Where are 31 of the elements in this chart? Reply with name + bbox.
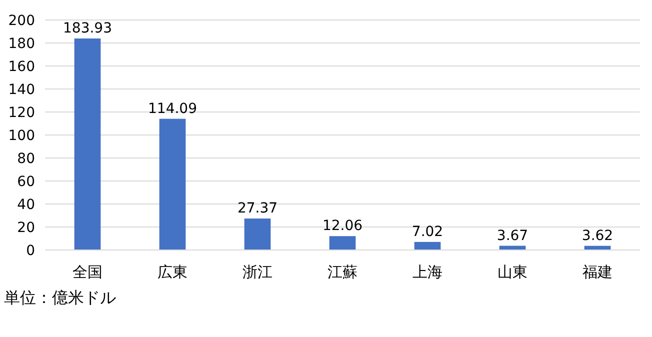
bar (244, 218, 271, 250)
y-tick-label: 140 (8, 82, 35, 98)
y-tick-label: 120 (8, 105, 35, 121)
y-tick-label: 20 (17, 220, 35, 236)
x-tick-label: 江蘇 (328, 263, 358, 281)
bar (414, 242, 441, 250)
y-tick-label: 160 (8, 59, 35, 75)
y-tick-label: 0 (26, 243, 35, 259)
y-tick-label: 180 (8, 36, 35, 52)
data-label: 183.93 (63, 20, 112, 36)
data-label: 7.02 (412, 224, 444, 240)
x-tick-label: 全国 (72, 263, 102, 281)
x-tick-label: 上海 (412, 263, 442, 281)
x-tick-label: 山東 (498, 263, 528, 281)
x-tick-label: 浙江 (242, 263, 272, 281)
data-label: 27.37 (237, 200, 278, 217)
text: 単位：億米ドル (4, 288, 116, 307)
data-label: 114.09 (148, 100, 197, 117)
bar (159, 118, 186, 250)
y-tick-label: 60 (17, 174, 35, 190)
y-tick-label: 40 (17, 197, 35, 213)
data-label: 3.67 (496, 228, 528, 244)
bar (329, 236, 356, 250)
data-label: 12.06 (322, 218, 363, 234)
y-tick-label: 100 (8, 128, 35, 144)
x-tick-label: 福建 (582, 263, 612, 281)
bar (74, 38, 101, 250)
data-label: 3.62 (582, 228, 614, 244)
y-tick-label: 80 (17, 151, 35, 167)
x-tick-label: 広東 (158, 263, 188, 281)
y-tick-label: 200 (8, 13, 35, 29)
